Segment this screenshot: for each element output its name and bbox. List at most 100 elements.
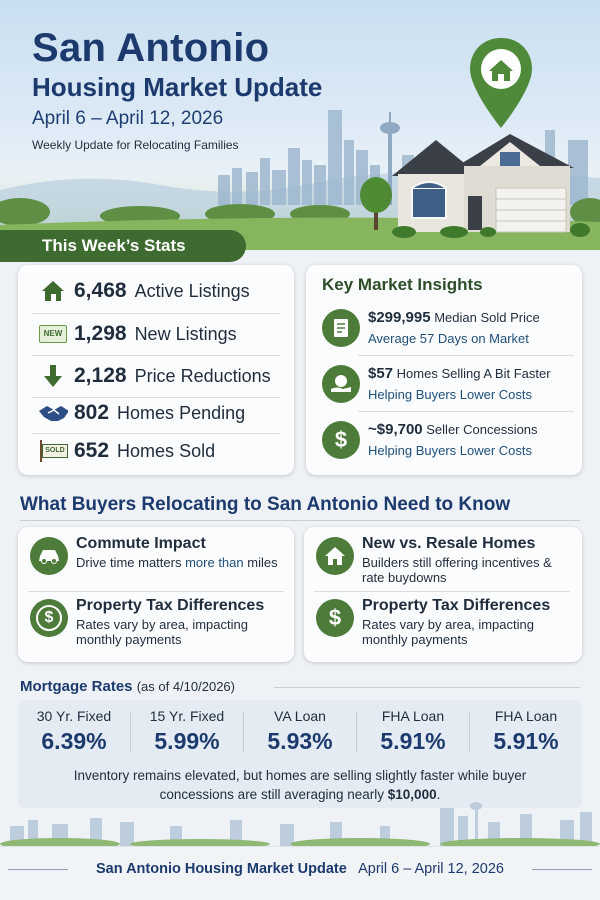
car-icon bbox=[30, 537, 68, 575]
page-title: San Antonio bbox=[32, 26, 270, 70]
divider bbox=[356, 712, 357, 752]
stat-active-listings: 6,468 Active Listings bbox=[18, 271, 294, 311]
document-icon bbox=[322, 309, 360, 347]
tip-commute-impact: Commute Impact Drive time matters more t… bbox=[28, 533, 290, 593]
stat-new-listings: NEW 1,298 New Listings bbox=[18, 314, 294, 354]
divider bbox=[20, 520, 580, 521]
down-arrow-icon bbox=[38, 361, 68, 391]
tip-title: Property Tax Differences bbox=[362, 597, 551, 614]
footer-title: San Antonio Housing Market Update bbox=[95, 861, 347, 877]
divider bbox=[243, 712, 244, 752]
page-subtitle: Housing Market Update bbox=[32, 72, 323, 102]
insight-value: $57 bbox=[368, 365, 394, 382]
tagline: Weekly Update for Relocating Families bbox=[32, 138, 239, 152]
rates-as-of-date: (as of 4/10/2026) bbox=[136, 679, 235, 694]
insight-selling-faster: $57 Homes Selling A Bit Faster Helping B… bbox=[318, 361, 574, 411]
tip-desc-end: miles bbox=[247, 555, 278, 570]
summary-line-1: Inventory remains elevated, but homes ar… bbox=[73, 768, 527, 783]
buyer-tips-right-panel: New vs. Resale Homes Builders still offe… bbox=[304, 527, 582, 662]
tip-title: Commute Impact bbox=[76, 535, 206, 552]
tip-title: New vs. Resale Homes bbox=[362, 535, 536, 552]
summary-amount: $10,000 bbox=[387, 787, 437, 802]
stat-homes-sold: SOLD 652 Homes Sold bbox=[18, 431, 294, 471]
rate-name: 30 Yr. Fixed bbox=[36, 708, 112, 724]
divider bbox=[314, 591, 570, 592]
location-pin-icon bbox=[470, 38, 532, 128]
rate-15yr-fixed: 15 Yr. Fixed 5.99% bbox=[131, 708, 243, 755]
rate-value: 6.39% bbox=[41, 728, 107, 754]
divider bbox=[532, 869, 592, 870]
rate-value: 5.99% bbox=[154, 728, 220, 754]
rate-name: FHA Loan bbox=[494, 708, 558, 724]
stat-label: Price Reductions bbox=[134, 365, 271, 386]
mortgage-rates-panel: 30 Yr. Fixed 6.39% 15 Yr. Fixed 5.99% VA… bbox=[18, 700, 582, 808]
mortgage-heading: Mortgage Rates bbox=[20, 678, 133, 695]
divider bbox=[32, 355, 280, 356]
new-badge-text: NEW bbox=[39, 325, 67, 343]
buyers-heading: What Buyers Relocating to San Antonio Ne… bbox=[20, 494, 511, 515]
rate-name: VA Loan bbox=[274, 708, 326, 724]
divider bbox=[32, 433, 280, 434]
rate-value: 5.91% bbox=[380, 728, 446, 754]
tip-property-tax-left: $ Property Tax Differences Rates vary by… bbox=[28, 595, 290, 655]
house-icon bbox=[38, 276, 68, 306]
divider bbox=[274, 687, 580, 688]
weekly-stats-panel: 6,468 Active Listings NEW 1,298 New List… bbox=[18, 265, 294, 475]
date-range: April 6 – April 12, 2026 bbox=[32, 108, 224, 129]
divider bbox=[28, 591, 284, 592]
summary-end: . bbox=[436, 787, 441, 802]
money-hand-icon bbox=[322, 365, 360, 403]
stat-value: 6,468 bbox=[74, 279, 127, 302]
insight-text: Median Sold Price bbox=[434, 310, 540, 325]
insight-text: Seller Concessions bbox=[426, 422, 538, 437]
divider bbox=[130, 712, 131, 752]
sold-badge-text: SOLD bbox=[42, 444, 68, 458]
rate-va-loan: VA Loan 5.93% bbox=[244, 708, 356, 755]
footer: San Antonio Housing Market Update April … bbox=[0, 846, 600, 900]
insight-text: Homes Selling A Bit Faster bbox=[396, 366, 551, 381]
dollar-icon: $ bbox=[316, 599, 354, 637]
rate-30yr-fixed: 30 Yr. Fixed 6.39% bbox=[18, 708, 130, 755]
tip-desc: Rates vary by area, impacting monthly pa… bbox=[76, 617, 248, 647]
bottom-skyline-illustration bbox=[0, 802, 600, 846]
tip-desc: Rates vary by area, impacting monthly pa… bbox=[362, 617, 534, 647]
divider bbox=[32, 313, 280, 314]
insight-value: $299,995 bbox=[368, 309, 431, 326]
tip-desc: Drive time matters bbox=[76, 555, 182, 570]
stats-heading-banner: This Week’s Stats bbox=[0, 230, 246, 262]
rate-name: FHA Loan bbox=[381, 708, 445, 724]
stat-label: Homes Pending bbox=[117, 402, 246, 423]
tip-title: Property Tax Differences bbox=[76, 597, 265, 614]
key-insights-panel: Key Market Insights $299,995 Median Sold… bbox=[306, 265, 582, 475]
handshake-icon bbox=[38, 398, 68, 428]
footer-dates: April 6 – April 12, 2026 bbox=[358, 861, 504, 877]
house-illustration bbox=[392, 134, 590, 238]
divider bbox=[32, 397, 280, 398]
rate-fha-loan-2: FHA Loan 5.91% bbox=[470, 708, 582, 755]
buyer-tips-left-panel: Commute Impact Drive time matters more t… bbox=[18, 527, 294, 662]
insight-seller-concessions: $ ~$9,700 Seller Concessions Helping Buy… bbox=[318, 417, 574, 467]
rate-value: 5.93% bbox=[267, 728, 333, 754]
stat-label: Active Listings bbox=[134, 280, 250, 301]
divider bbox=[8, 869, 68, 870]
house-icon bbox=[316, 537, 354, 575]
market-summary: Inventory remains elevated, but homes ar… bbox=[30, 766, 570, 804]
summary-line-2: concessions are still averaging nearly bbox=[159, 787, 385, 802]
rate-name: 15 Yr. Fixed bbox=[149, 708, 225, 724]
stat-label: New Listings bbox=[134, 323, 237, 344]
stat-value: 1,298 bbox=[74, 322, 127, 345]
stat-value: 802 bbox=[74, 401, 110, 424]
stat-value: 2,128 bbox=[74, 364, 127, 387]
dollar-icon: $ bbox=[30, 599, 68, 637]
insight-median-price: $299,995 Median Sold Price Average 57 Da… bbox=[318, 305, 574, 355]
sold-sign-icon: SOLD bbox=[38, 436, 68, 466]
insight-sub: Helping Buyers Lower Costs bbox=[368, 443, 533, 458]
tip-property-tax-right: $ Property Tax Differences Rates vary by… bbox=[314, 595, 576, 655]
tip-desc: Builders still offering incentives & rat… bbox=[362, 555, 552, 585]
new-badge-icon: NEW bbox=[38, 319, 68, 349]
divider bbox=[469, 712, 470, 752]
insight-value: ~$9,700 bbox=[368, 421, 423, 438]
stat-label: Homes Sold bbox=[117, 440, 216, 461]
tip-desc-accent: more than bbox=[185, 555, 244, 570]
rate-fha-loan: FHA Loan 5.91% bbox=[357, 708, 469, 755]
